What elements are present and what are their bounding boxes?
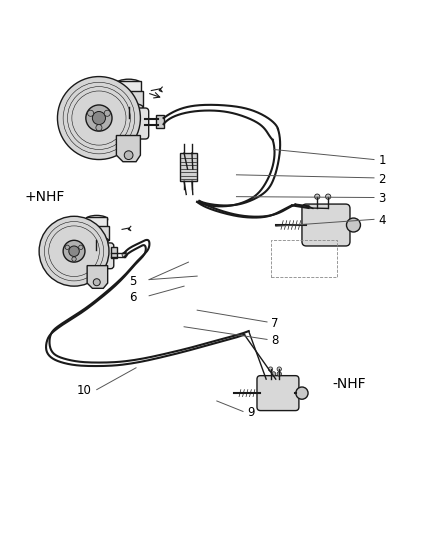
Bar <box>84 227 109 240</box>
Ellipse shape <box>114 103 143 111</box>
Circle shape <box>63 240 85 262</box>
Text: 9: 9 <box>247 406 255 419</box>
Circle shape <box>268 367 273 372</box>
FancyBboxPatch shape <box>109 108 149 139</box>
Text: 2: 2 <box>378 173 386 185</box>
Circle shape <box>277 372 282 376</box>
Text: 3: 3 <box>378 192 386 205</box>
Ellipse shape <box>116 79 141 89</box>
Circle shape <box>314 194 320 199</box>
Circle shape <box>92 111 106 125</box>
Bar <box>86 217 107 228</box>
Circle shape <box>296 387 308 399</box>
Circle shape <box>57 77 141 159</box>
Circle shape <box>93 279 100 286</box>
Text: 7: 7 <box>272 317 279 330</box>
Circle shape <box>325 194 331 199</box>
Text: 6: 6 <box>130 290 137 304</box>
Bar <box>180 153 197 181</box>
Circle shape <box>272 372 276 376</box>
Bar <box>114 91 143 107</box>
Circle shape <box>346 218 360 232</box>
Polygon shape <box>87 265 108 288</box>
Text: 8: 8 <box>272 334 279 347</box>
FancyBboxPatch shape <box>81 243 114 269</box>
Bar <box>272 240 337 277</box>
Circle shape <box>88 110 94 116</box>
Text: -NHF: -NHF <box>332 377 366 391</box>
Text: 1: 1 <box>378 155 386 167</box>
Text: 10: 10 <box>77 384 92 398</box>
Circle shape <box>96 125 102 131</box>
Bar <box>117 80 141 94</box>
Circle shape <box>124 151 133 159</box>
Bar <box>155 116 163 128</box>
Circle shape <box>65 245 69 249</box>
FancyBboxPatch shape <box>302 204 350 246</box>
Circle shape <box>72 257 76 261</box>
Text: 4: 4 <box>378 214 386 227</box>
Text: +NHF: +NHF <box>25 190 65 204</box>
Circle shape <box>86 105 112 131</box>
Circle shape <box>79 245 83 249</box>
Circle shape <box>104 110 110 116</box>
Text: 5: 5 <box>130 275 137 288</box>
Ellipse shape <box>86 215 108 223</box>
FancyBboxPatch shape <box>257 376 299 410</box>
Circle shape <box>39 216 109 286</box>
Circle shape <box>277 367 282 372</box>
Bar <box>111 247 117 258</box>
Circle shape <box>122 252 127 257</box>
Ellipse shape <box>83 237 109 244</box>
Circle shape <box>69 246 79 256</box>
Polygon shape <box>117 135 141 161</box>
